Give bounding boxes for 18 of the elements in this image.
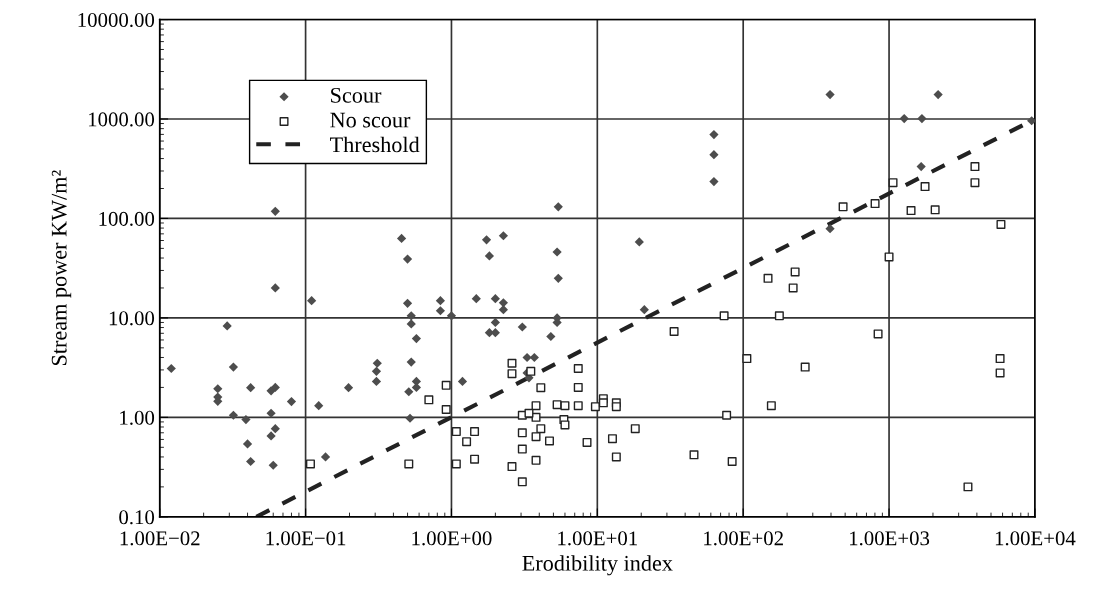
x-tick-label: 1.00E+04 [995, 531, 1076, 546]
x-axis-title: Erodibility index [522, 555, 673, 576]
legend-label: Scour [331, 87, 382, 103]
x-tick-label: 1.00E+00 [412, 531, 492, 546]
y-axis-title: Stream power KW/m² [51, 170, 72, 366]
y-tick-label: 0.10 [119, 510, 155, 525]
x-tick-label: 1.00E+03 [850, 531, 930, 546]
y-tick-label: 10.00 [109, 311, 155, 326]
x-tick-label: 1.00E−01 [266, 531, 346, 546]
legend-label: No scour [330, 112, 411, 128]
y-tick-label: 1000.00 [88, 112, 155, 127]
y-tick-label: 10000.00 [78, 12, 155, 28]
y-tick-label: 100.00 [99, 211, 155, 226]
x-tick-label: 1.00E−02 [120, 531, 200, 546]
legend-label: Threshold [330, 136, 420, 153]
y-tick-label: 1.00 [120, 410, 155, 425]
x-tick-label: 1.00E+01 [558, 531, 637, 546]
x-tick-label: 1.00E+02 [704, 531, 783, 546]
